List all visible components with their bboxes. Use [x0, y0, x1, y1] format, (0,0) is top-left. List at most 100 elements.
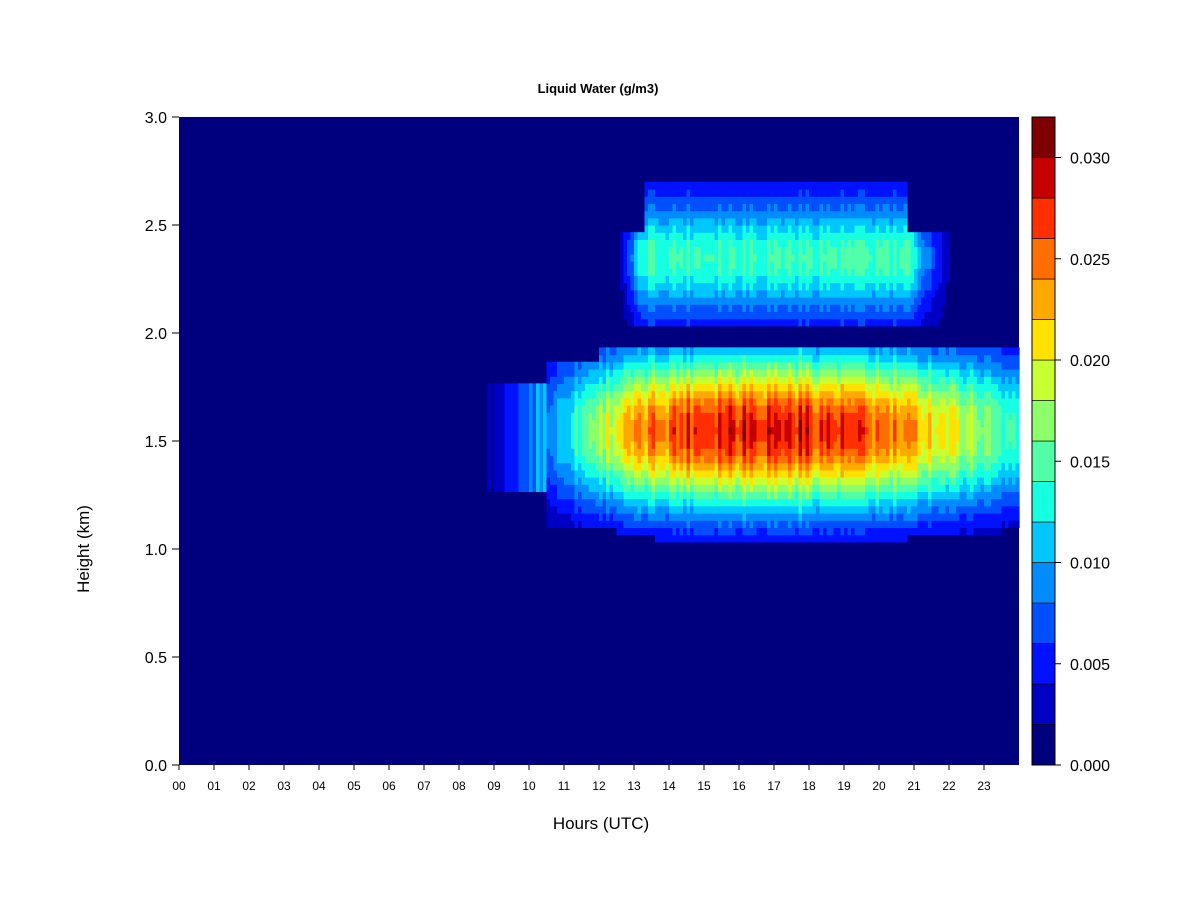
heatmap-cell — [651, 513, 656, 521]
heatmap-cell — [781, 513, 786, 521]
heatmap-cell — [704, 232, 709, 255]
heatmap-cell — [952, 347, 957, 363]
heatmap-cell — [795, 433, 800, 456]
heatmap-cell — [672, 383, 677, 392]
heatmap-cell — [721, 354, 726, 363]
heatmap-cell — [851, 491, 856, 500]
heatmap-cell — [816, 196, 821, 212]
heatmap-cell — [788, 361, 793, 370]
heatmap-cell — [711, 469, 716, 478]
heatmap-cell — [917, 369, 922, 377]
heatmap-cell — [809, 534, 814, 543]
heatmap-cell — [802, 513, 807, 521]
heatmap-cell — [700, 505, 705, 514]
heatmap-cell — [637, 289, 642, 305]
heatmap-cell — [847, 354, 852, 363]
heatmap-cell — [753, 469, 758, 478]
heatmap-cell — [648, 477, 653, 485]
heatmap-cell — [679, 484, 684, 492]
heatmap-cell — [889, 361, 894, 370]
heatmap-cell — [613, 477, 618, 492]
heatmap-cell — [700, 405, 705, 413]
heatmap-cell — [826, 491, 831, 500]
heatmap-cell — [746, 520, 751, 536]
heatmap-cell — [623, 282, 628, 320]
heatmap-cell — [557, 462, 562, 478]
heatmap-cell — [711, 196, 716, 212]
heatmap-cell — [823, 304, 828, 320]
heatmap-cell — [851, 513, 856, 521]
heatmap-cell — [686, 469, 691, 478]
heatmap-cell — [903, 239, 908, 276]
heatmap-cell — [903, 390, 908, 406]
heatmap-cell — [812, 462, 817, 471]
heatmap-cell — [1001, 397, 1006, 464]
heatmap-cell — [711, 412, 716, 449]
heatmap-cell — [833, 505, 838, 514]
heatmap-cell — [742, 383, 747, 392]
heatmap-cell — [966, 505, 971, 521]
heatmap-cell — [823, 282, 828, 298]
heatmap-cell — [872, 491, 877, 500]
heatmap-cell — [676, 469, 681, 478]
heatmap-cell — [760, 354, 765, 363]
heatmap-cell — [833, 282, 838, 298]
heatmap-cell — [889, 462, 894, 471]
heatmap-cell — [683, 412, 688, 449]
heatmap-cell — [935, 491, 940, 500]
heatmap-cell — [704, 448, 709, 464]
heatmap-cell — [910, 441, 915, 456]
heatmap-cell — [977, 498, 982, 514]
heatmap-cell — [924, 268, 929, 291]
heatmap-cell — [690, 239, 695, 276]
heatmap-cell — [938, 469, 943, 485]
heatmap-cell — [739, 520, 744, 528]
heatmap-cell — [753, 304, 758, 320]
heatmap-cell — [924, 513, 929, 521]
heatmap-cell — [798, 534, 803, 543]
heatmap-cell — [865, 405, 870, 428]
heatmap-cell — [900, 527, 905, 543]
heatmap-cell — [805, 405, 810, 428]
x-tick-label: 10 — [522, 779, 536, 793]
heatmap-cell — [721, 347, 726, 356]
heatmap-cell — [784, 405, 789, 420]
heatmap-cell — [791, 361, 796, 370]
heatmap-cell — [798, 354, 803, 363]
heatmap-cell — [721, 376, 726, 384]
heatmap-cell — [732, 520, 737, 536]
heatmap-cell — [830, 390, 835, 399]
heatmap-cell — [788, 217, 793, 226]
heatmap-cell — [739, 210, 744, 226]
heatmap-cell — [522, 383, 527, 492]
heatmap-cell — [858, 419, 863, 442]
heatmap-cell — [763, 275, 768, 291]
heatmap-cell — [655, 196, 660, 212]
heatmap-cell — [966, 354, 971, 363]
heatmap-cell — [693, 361, 698, 370]
heatmap-cell — [949, 455, 954, 464]
heatmap-cell — [651, 347, 656, 356]
heatmap-cell — [826, 275, 831, 291]
heatmap-cell — [676, 261, 681, 284]
heatmap-cell — [837, 369, 842, 377]
y-tick-label: 3.0 — [145, 110, 167, 127]
heatmap-cell — [606, 412, 611, 449]
heatmap-cell — [767, 397, 772, 406]
heatmap-cell — [732, 469, 737, 478]
heatmap-cell — [760, 405, 765, 420]
heatmap-cell — [882, 196, 887, 204]
heatmap-cell — [634, 390, 639, 406]
heatmap-cell — [840, 491, 845, 500]
heatmap-cell — [676, 354, 681, 370]
heatmap-cell — [938, 347, 943, 363]
heatmap-cell — [840, 505, 845, 514]
heatmap-cell — [816, 477, 821, 485]
heatmap-cell — [686, 484, 691, 492]
heatmap-cell — [942, 376, 947, 392]
heatmap-cell — [879, 210, 884, 219]
heatmap-cell — [861, 462, 866, 471]
heatmap-cell — [627, 513, 632, 528]
heatmap-cell — [606, 469, 611, 485]
heatmap-cell — [833, 441, 838, 456]
